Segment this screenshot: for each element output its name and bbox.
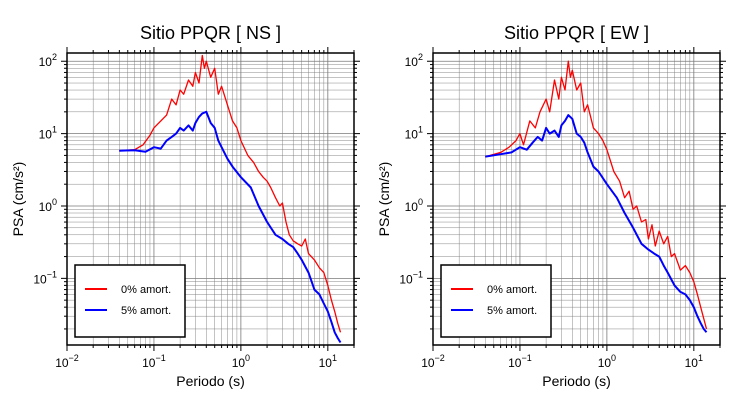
y-tick-label: 10−1 — [33, 269, 57, 286]
x-tick-label: 10−2 — [55, 353, 79, 370]
x-tick-label: 10−1 — [508, 353, 532, 370]
legend: 0% amort. 5% amort. — [440, 264, 552, 338]
chart-title: Sitio PPQR [ EW ] — [504, 23, 649, 43]
y-tick-label: 101 — [39, 125, 57, 142]
legend-label: 0% amort. — [487, 284, 537, 296]
legend-label: 5% amort. — [121, 305, 171, 317]
y-tick-label: 10−1 — [399, 269, 423, 286]
y-tick-label: 102 — [405, 52, 423, 69]
y-tick-label: 100 — [405, 197, 423, 214]
chart-panel-2: Sitio PPQR [ EW ] 10−2 10−1 100 101 10−1 100 10… — [376, 23, 726, 389]
x-axis-label: Periodo (s) — [176, 373, 244, 389]
plot-frame — [66, 52, 355, 346]
grid — [432, 53, 721, 345]
x-tick-label: 10−2 — [421, 353, 445, 370]
y-axis-label: PSA (cm/s²) — [376, 162, 392, 237]
y-tick-label: 102 — [39, 52, 57, 69]
ticks — [61, 47, 360, 351]
series-line-damped — [485, 114, 708, 333]
x-tick-label: 101 — [685, 353, 703, 370]
x-axis-label: Periodo (s) — [542, 373, 610, 389]
series-line-undamped — [485, 60, 708, 330]
series-line-damped — [119, 110, 342, 344]
x-tick-label: 10−1 — [142, 353, 166, 370]
chart-panel-1: Sitio PPQR [ NS ] 10−2 10−1 100 101 10−1 100 10… — [10, 23, 360, 389]
y-axis-label: PSA (cm/s²) — [10, 162, 26, 237]
legend-box — [440, 264, 552, 338]
legend: 0% amort. 5% amort. — [74, 264, 186, 338]
y-tick-label: 100 — [39, 197, 57, 214]
legend-label: 0% amort. — [121, 284, 171, 296]
x-tick-label: 100 — [232, 353, 250, 370]
y-tick-label: 101 — [405, 125, 423, 142]
chart-title: Sitio PPQR [ NS ] — [140, 23, 281, 43]
x-tick-label: 101 — [319, 353, 337, 370]
x-tick-label: 100 — [598, 353, 616, 370]
series-line-undamped — [119, 54, 342, 333]
legend-box — [74, 264, 186, 338]
ticks — [427, 47, 726, 351]
plot-frame — [432, 52, 721, 346]
legend-label: 5% amort. — [487, 305, 537, 317]
grid — [66, 53, 355, 345]
